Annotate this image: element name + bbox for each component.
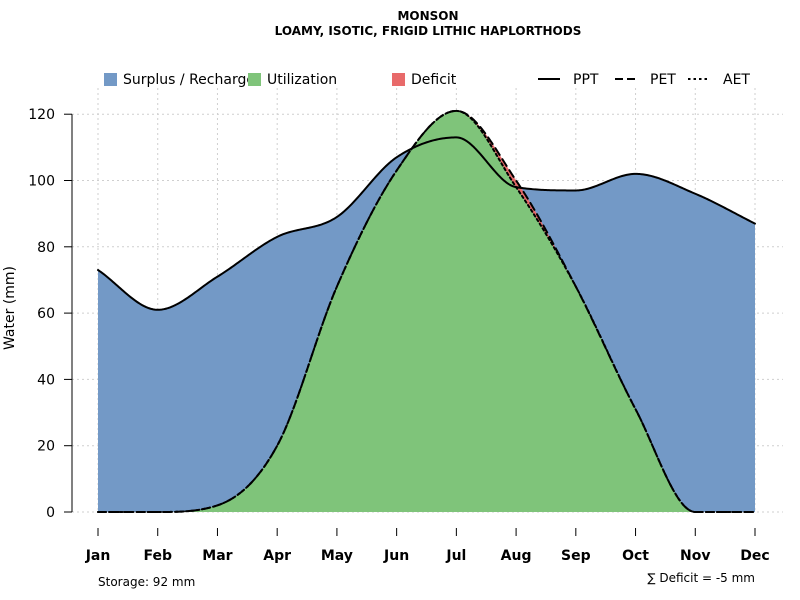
x-tick-label-jan: Jan: [85, 548, 111, 564]
y-tick-label: 60: [37, 306, 55, 322]
x-tick-label-jun: Jun: [383, 548, 409, 564]
legend-item-aet: AET: [688, 72, 750, 88]
legend-item-surplus-recharge: Surplus / Recharge: [104, 72, 255, 88]
x-tick-label-sep: Sep: [561, 548, 591, 564]
x-tick-label-oct: Oct: [622, 548, 649, 564]
y-tick-label: 100: [28, 174, 55, 190]
y-tick-label: 120: [28, 107, 55, 123]
legend-swatch: [392, 73, 405, 86]
ppt-line: [97, 136, 756, 311]
legend-label: Utilization: [267, 72, 337, 88]
x-tick-label-aug: Aug: [501, 548, 532, 564]
legend-item-ppt: PPT: [538, 72, 599, 88]
legend-label: PPT: [573, 72, 599, 88]
deficit-annotation: ∑ Deficit = -5 mm: [647, 571, 755, 585]
axes: 0 20 40 60 80 100 120 Jan Feb Mar Apr May Jun Jul Aug S…: [28, 107, 769, 564]
x-tick-label-dec: Dec: [740, 548, 769, 564]
aet-line: [97, 109, 756, 513]
legend-swatch: [104, 73, 117, 86]
x-tick-label-apr: Apr: [263, 548, 291, 564]
x-tick-label-feb: Feb: [143, 548, 172, 564]
area-fills: [98, 110, 755, 512]
legend-label: PET: [650, 72, 676, 88]
y-tick-label: 0: [46, 505, 55, 521]
legend-label: Surplus / Recharge: [123, 72, 255, 88]
series-lines: [97, 109, 756, 513]
x-tick-label-nov: Nov: [680, 548, 710, 564]
legend-item-pet: PET: [615, 72, 676, 88]
chart-title: MONSON: [397, 9, 458, 23]
legend-swatch: [248, 73, 261, 86]
y-tick-label: 80: [37, 240, 55, 256]
x-tick-label-may: May: [321, 548, 353, 564]
storage-annotation: Storage: 92 mm: [98, 575, 195, 589]
legend-item-utilization: Utilization: [248, 72, 337, 88]
y-tick-label: 40: [37, 372, 55, 388]
x-tick-label-mar: Mar: [202, 548, 232, 564]
x-tick-label-jul: Jul: [445, 548, 466, 564]
chart-subtitle: LOAMY, ISOTIC, FRIGID LITHIC HAPLORTHODS: [275, 24, 582, 38]
legend-label: AET: [723, 72, 750, 88]
legend-label: Deficit: [411, 72, 457, 88]
legend-item-deficit: Deficit: [392, 72, 457, 88]
y-tick-label: 20: [37, 439, 55, 455]
utilization-area: [98, 110, 755, 512]
y-axis-label: Water (mm): [2, 266, 18, 350]
legend: Surplus / Recharge Utilization Deficit PPT P…: [104, 72, 750, 88]
